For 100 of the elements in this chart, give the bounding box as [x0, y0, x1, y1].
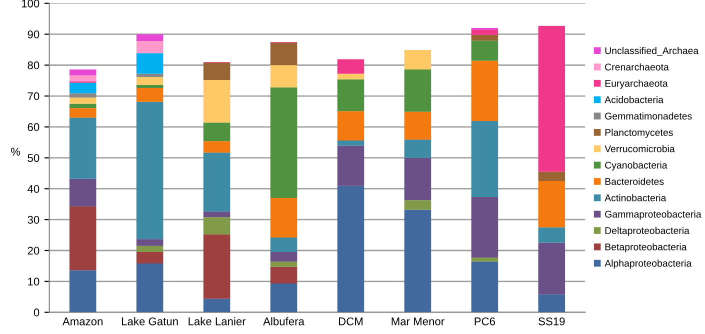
bar: [337, 111, 364, 141]
legend-label: Gammaproteobacteria: [605, 210, 702, 220]
bar: [69, 75, 96, 82]
x-tick-label: SS19: [538, 317, 565, 326]
bar: [203, 212, 230, 218]
legend-label: Deltaproteobacteria: [605, 226, 690, 236]
bar: [69, 93, 96, 98]
bar: [337, 146, 364, 186]
legend-label: Gemmatimonadetes: [605, 112, 692, 120]
bar: [136, 53, 164, 74]
y-tick-label: 10: [28, 278, 40, 286]
x-tick-label: Mar Menor: [392, 318, 444, 326]
bar: [538, 172, 566, 181]
bar: [203, 152, 230, 212]
bar: [203, 234, 230, 299]
bar: [69, 98, 96, 104]
bar: [69, 178, 96, 206]
legend-label: Actinobacteria: [604, 194, 666, 202]
bar: [136, 246, 164, 252]
bar: [270, 42, 298, 66]
legend-label: Planctomycetes: [605, 128, 673, 138]
bar: [471, 197, 498, 258]
bar: [136, 263, 164, 312]
bar: [404, 200, 432, 210]
bar: [404, 69, 432, 112]
bar: [538, 294, 566, 312]
y-tick-label: 40: [28, 184, 40, 193]
bar: [136, 41, 164, 54]
bar: [203, 80, 230, 123]
y-tick-label: 0: [34, 308, 40, 316]
x-tick-label: Amazon: [62, 318, 102, 326]
bar: [136, 88, 164, 102]
legend-label: Cyanobacteria: [605, 161, 668, 171]
x-tick-label: DCM: [338, 317, 362, 326]
y-axis-title: %: [10, 148, 20, 156]
y-tick-label: 50: [28, 154, 40, 162]
bar: [337, 79, 364, 112]
y-tick-label: 60: [28, 123, 40, 132]
bar: [203, 122, 230, 142]
bar: [337, 186, 364, 312]
bar: [471, 30, 498, 35]
bar: [69, 82, 96, 94]
bar: [538, 26, 566, 172]
bar: [270, 252, 298, 262]
bar: [270, 198, 298, 238]
bar: [69, 270, 96, 312]
legend-label: Euryarchaeota: [605, 80, 668, 89]
bar: [337, 74, 364, 80]
x-tick-label: Lake Gatun: [122, 317, 178, 326]
bar: [471, 121, 498, 198]
bar: [136, 34, 164, 42]
bar: [136, 84, 164, 88]
x-tick-label: Lake Lanier: [188, 317, 246, 326]
bar: [337, 59, 364, 74]
legend-label: Bacteroidetes: [605, 178, 664, 185]
bar: [471, 258, 498, 262]
y-tick-label: 80: [28, 61, 40, 70]
bar: [538, 242, 566, 294]
bar: [136, 239, 164, 246]
bar: [270, 87, 298, 198]
bar: [203, 298, 230, 312]
bar: [471, 60, 498, 122]
x-tick-label: Albufera: [263, 317, 304, 326]
legend-label: Unclassified_Archaea: [605, 46, 699, 56]
y-tick-label: 90: [28, 30, 40, 38]
bar: [69, 104, 96, 108]
bar: [404, 140, 432, 158]
legend-label: Betaproteobacteria: [605, 243, 687, 252]
legend-label: Crenarchaeota: [605, 63, 669, 70]
y-tick-label: 20: [28, 246, 40, 255]
bar: [69, 118, 96, 179]
bar: [471, 40, 498, 61]
bar: [136, 77, 164, 85]
bar: [270, 238, 298, 252]
bar: [404, 158, 432, 200]
y-tick-label: 30: [28, 216, 40, 224]
bar: [203, 62, 230, 80]
bar: [69, 206, 96, 270]
y-tick-label: 70: [28, 92, 40, 100]
bar: [270, 284, 298, 312]
bar: [136, 102, 164, 240]
bar: [337, 140, 364, 146]
bar: [270, 65, 298, 88]
bar: [203, 141, 230, 153]
bar: [270, 262, 298, 267]
x-tick-label: PC6: [474, 317, 496, 326]
bar: [69, 108, 96, 118]
legend-label: Verrucomicrobia: [604, 145, 675, 152]
bar: [404, 112, 432, 140]
bar: [538, 180, 566, 228]
bar: [136, 252, 164, 264]
y-tick-label: 100: [22, 0, 40, 8]
legend-label: Acidobacteria: [604, 96, 664, 104]
bar: [471, 34, 498, 41]
bar: [538, 227, 566, 243]
legend-label: Alphaproteobacteria: [604, 260, 692, 269]
bar: [404, 210, 432, 312]
bar: [203, 217, 230, 234]
bar: [69, 69, 96, 76]
bar: [270, 266, 298, 284]
